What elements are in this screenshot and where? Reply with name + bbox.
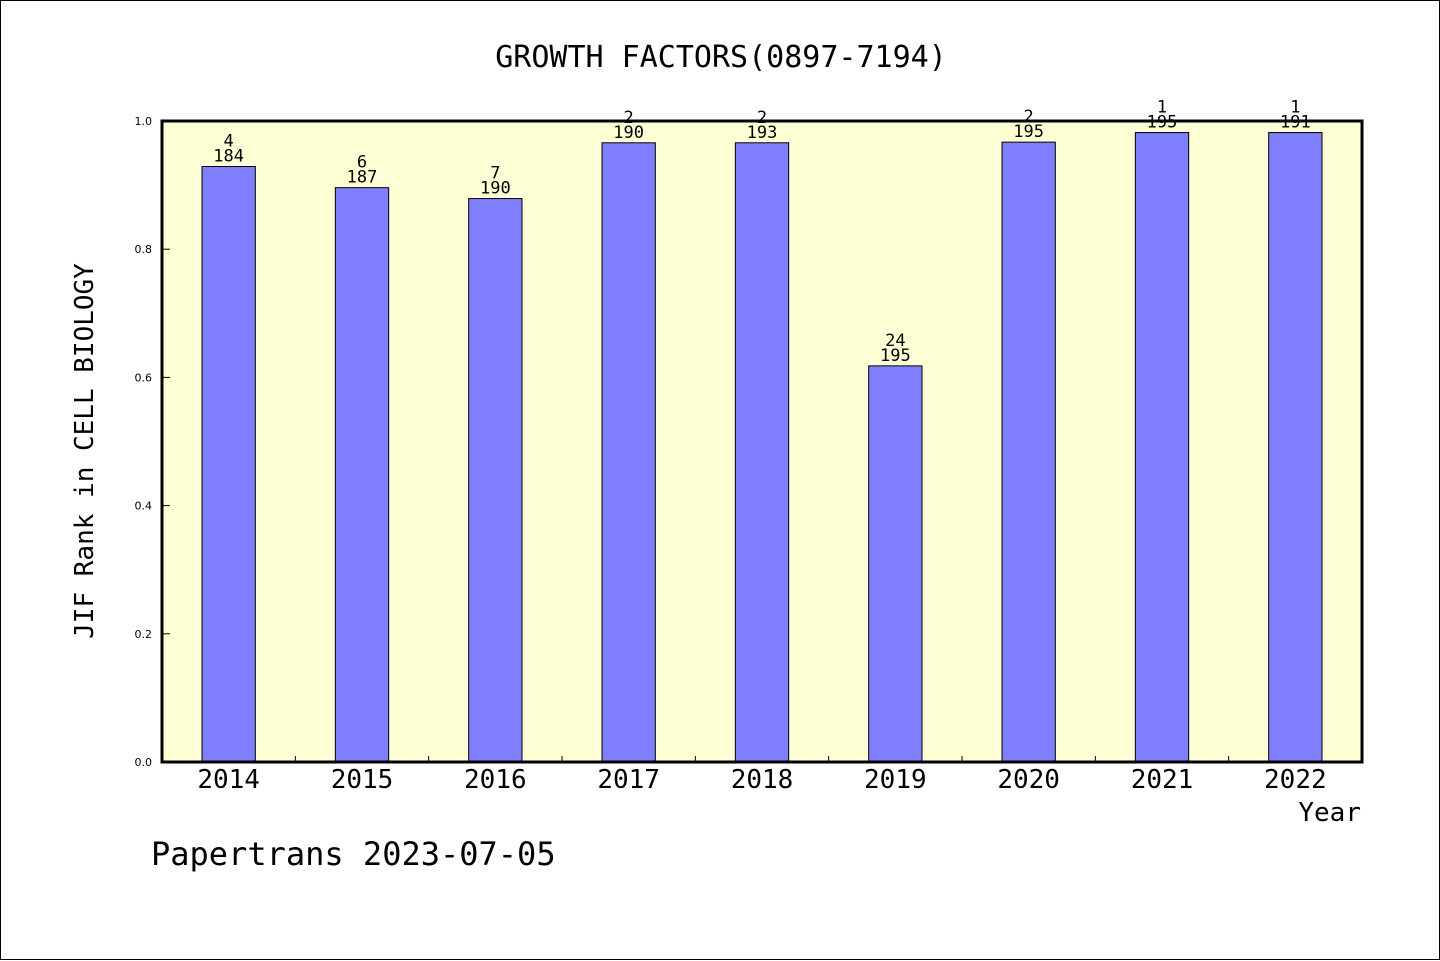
bar-2018 — [734, 142, 790, 763]
bar-2019 — [868, 365, 923, 763]
x-tick-label: 2014 — [197, 765, 260, 795]
bar-rank-label: 4 — [224, 132, 234, 152]
bar-total-label: 187 — [347, 168, 378, 188]
bar-2021 — [1134, 132, 1190, 763]
bar-total-label: 193 — [747, 123, 778, 143]
bar-rank-label: 24 — [885, 331, 905, 351]
bar-2017 — [601, 142, 656, 763]
x-tick-label: 2016 — [464, 765, 527, 795]
x-tick-label: 2020 — [997, 765, 1060, 795]
bar-2020 — [1001, 141, 1056, 763]
bar-total-label: 195 — [1147, 113, 1178, 133]
bar-rank-label: 2 — [624, 108, 634, 128]
bar-2022 — [1268, 132, 1323, 763]
bar-total-label: 195 — [880, 346, 911, 366]
x-tick-label: 2018 — [731, 765, 794, 795]
bar-rank-label: 1 — [1157, 98, 1167, 118]
bar-total-label: 190 — [613, 123, 644, 143]
x-tick-label: 2022 — [1264, 765, 1327, 795]
y-tick-label: 0.0 — [135, 756, 153, 769]
bar-rank-label: 2 — [757, 108, 767, 128]
chart-title: GROWTH FACTORS(0897-7194) — [495, 40, 947, 75]
y-tick-label: 1.0 — [135, 115, 153, 128]
axis-layer: 0.0 0.2 0.4 0.6 0.8 1.0 2014 2015 2016 2017 2018 20… — [135, 115, 1327, 795]
bar-rank-label: 2 — [1024, 107, 1034, 127]
footer-text: Papertrans 2023-07-05 — [151, 835, 556, 873]
x-tick-label: 2017 — [597, 765, 660, 795]
y-axis-label: JIF Rank in CELL BIOLOGY — [70, 263, 100, 639]
bar-2016 — [468, 198, 523, 763]
bar-total-label: 195 — [1013, 122, 1044, 142]
bar-total-label: 184 — [213, 147, 244, 167]
y-tick-label: 0.8 — [135, 243, 153, 256]
y-tick-label: 0.6 — [135, 371, 153, 384]
bar-2014 — [201, 166, 256, 763]
bar-total-label: 190 — [480, 179, 511, 199]
bar-rank-label: 7 — [490, 164, 500, 184]
bar-total-label: 191 — [1280, 113, 1311, 133]
bar-2015 — [334, 187, 390, 763]
x-axis-label: Year — [1298, 798, 1361, 828]
bar-rank-label: 1 — [1290, 98, 1300, 118]
y-tick-label: 0.2 — [135, 628, 153, 641]
x-tick-label: 2021 — [1131, 765, 1194, 795]
y-tick-label: 0.4 — [135, 500, 153, 513]
x-tick-label: 2019 — [864, 765, 927, 795]
x-tick-label: 2015 — [331, 765, 394, 795]
plot-border — [160, 119, 1364, 764]
bar-rank-label: 6 — [357, 153, 367, 173]
